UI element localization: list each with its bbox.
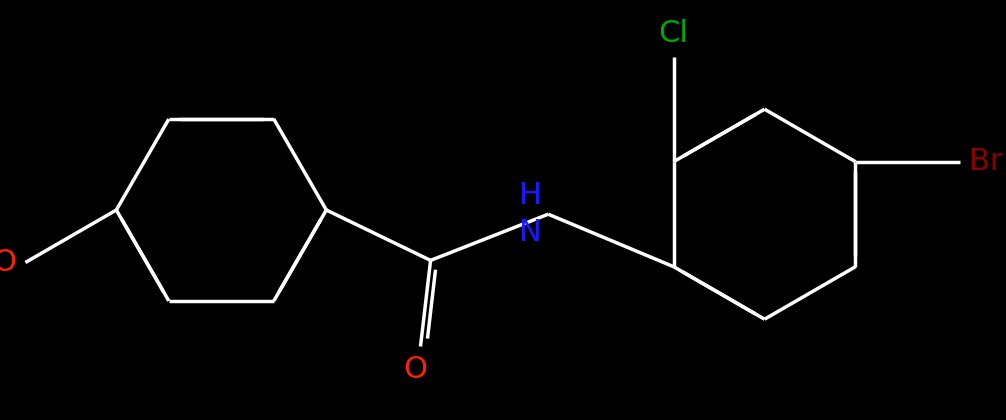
Text: Br: Br	[969, 147, 1002, 176]
Text: N: N	[519, 218, 541, 247]
Text: Cl: Cl	[659, 19, 688, 48]
Text: HO: HO	[0, 248, 17, 277]
Text: H: H	[519, 181, 541, 210]
Text: O: O	[403, 355, 428, 384]
